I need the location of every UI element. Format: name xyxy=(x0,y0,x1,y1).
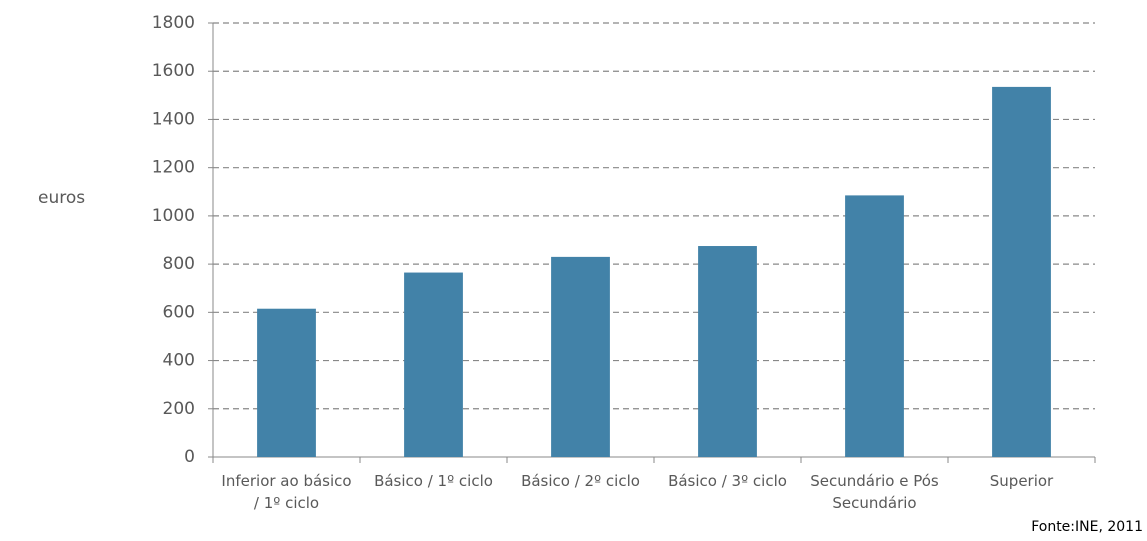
y-tick-label: 400 xyxy=(163,351,195,371)
bar xyxy=(551,256,610,457)
x-tick-label: Básico / 3º ciclo xyxy=(668,472,787,490)
x-tick-label: Superior xyxy=(989,472,1054,490)
y-tick-label: 1200 xyxy=(152,158,195,178)
bar xyxy=(257,308,316,457)
y-tick-label: 0 xyxy=(184,447,195,467)
y-axis-label: euros xyxy=(38,188,86,208)
x-tick-label: Inferior ao básico / 1º ciclo xyxy=(221,472,352,512)
y-tick-label: 800 xyxy=(163,254,195,274)
x-tick-label: Básico / 1º ciclo xyxy=(374,472,493,490)
y-tick-label: 1400 xyxy=(152,109,195,129)
x-tick-label: Básico / 2º ciclo xyxy=(521,472,640,490)
source: Fonte:INE, 2011 xyxy=(1031,519,1143,535)
bar xyxy=(845,195,904,457)
y-tick-label: 600 xyxy=(163,302,195,322)
y-tick-label: 200 xyxy=(163,399,195,419)
bar xyxy=(698,246,757,457)
y-tick-label: 1000 xyxy=(152,206,195,226)
y-tick-label: 1800 xyxy=(152,13,195,33)
bar xyxy=(992,86,1051,458)
x-tick-label: Secundário e Pós Secundário xyxy=(810,472,939,512)
bar xyxy=(404,272,463,457)
y-tick-label: 1600 xyxy=(152,61,195,81)
